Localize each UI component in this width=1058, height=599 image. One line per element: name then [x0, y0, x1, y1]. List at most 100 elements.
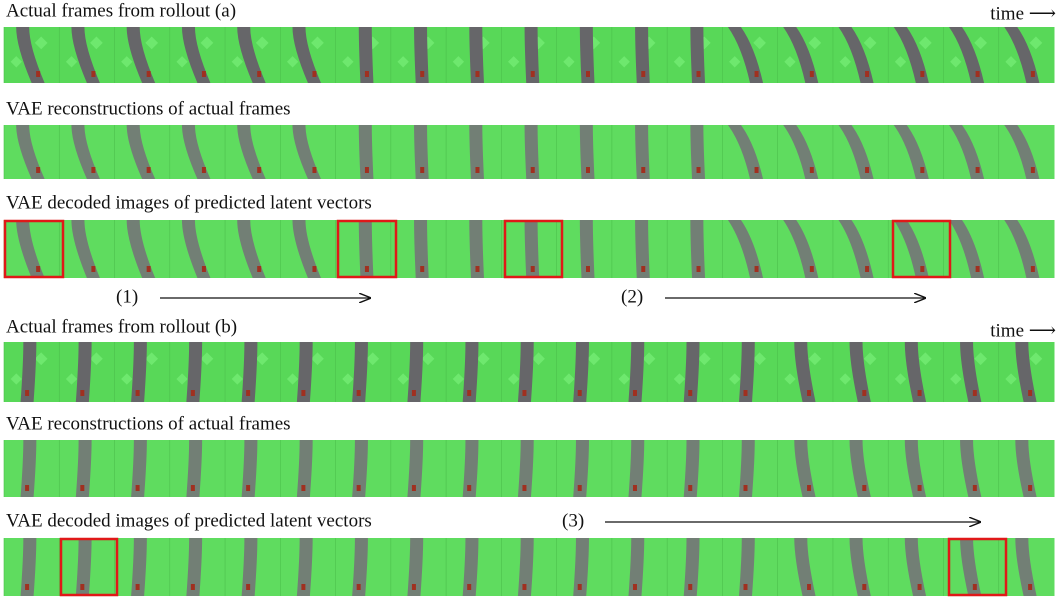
- car: [865, 167, 869, 173]
- car: [807, 485, 811, 491]
- car: [475, 266, 479, 272]
- car: [246, 485, 250, 491]
- car: [1031, 167, 1035, 173]
- car: [312, 71, 316, 77]
- car: [755, 167, 759, 173]
- car: [365, 71, 369, 77]
- car: [91, 167, 95, 173]
- car: [147, 266, 151, 272]
- car: [578, 584, 582, 590]
- car: [807, 584, 811, 590]
- car: [136, 584, 140, 590]
- car: [246, 584, 250, 590]
- section-label: Actual frames from rollout (b): [6, 316, 237, 337]
- car: [357, 485, 361, 491]
- car: [633, 485, 637, 491]
- car: [257, 71, 261, 77]
- car: [586, 167, 590, 173]
- car: [365, 266, 369, 272]
- car: [920, 167, 924, 173]
- car: [467, 485, 471, 491]
- car: [865, 71, 869, 77]
- car: [810, 266, 814, 272]
- car: [865, 266, 869, 272]
- car: [586, 71, 590, 77]
- car: [1028, 584, 1032, 590]
- car: [1028, 485, 1032, 491]
- car: [522, 485, 526, 491]
- car: [578, 390, 582, 396]
- car: [136, 485, 140, 491]
- car: [920, 266, 924, 272]
- car: [202, 167, 206, 173]
- car: [301, 390, 305, 396]
- car: [918, 390, 922, 396]
- car: [973, 390, 977, 396]
- car: [191, 390, 195, 396]
- car: [697, 266, 701, 272]
- annotation: (1): [116, 286, 138, 307]
- car: [365, 167, 369, 173]
- car: [36, 266, 40, 272]
- section-label: VAE decoded images of predicted latent v…: [6, 192, 372, 213]
- car: [522, 390, 526, 396]
- section-label: VAE reconstructions of actual frames: [6, 98, 291, 119]
- car: [755, 266, 759, 272]
- car: [357, 390, 361, 396]
- car: [688, 485, 692, 491]
- car: [641, 266, 645, 272]
- car: [257, 266, 261, 272]
- car: [862, 584, 866, 590]
- car: [412, 485, 416, 491]
- car: [810, 71, 814, 77]
- car: [586, 266, 590, 272]
- car: [136, 390, 140, 396]
- car: [744, 485, 748, 491]
- car: [810, 167, 814, 173]
- car: [475, 167, 479, 173]
- car: [147, 167, 151, 173]
- car: [918, 584, 922, 590]
- figure: Actual frames from rollout (a) time ⟶ VA…: [0, 0, 1058, 599]
- annotation: (2): [621, 286, 643, 307]
- car: [744, 584, 748, 590]
- car: [36, 167, 40, 173]
- car: [25, 584, 29, 590]
- car: [973, 584, 977, 590]
- car: [467, 584, 471, 590]
- car: [412, 390, 416, 396]
- car: [257, 167, 261, 173]
- car: [807, 390, 811, 396]
- annotation: (3): [562, 510, 584, 531]
- car: [633, 584, 637, 590]
- time-label: time ⟶: [990, 3, 1056, 24]
- car: [467, 390, 471, 396]
- car: [301, 485, 305, 491]
- car: [412, 584, 416, 590]
- car: [920, 71, 924, 77]
- car: [531, 167, 535, 173]
- car: [862, 390, 866, 396]
- car: [420, 167, 424, 173]
- car: [420, 266, 424, 272]
- car: [522, 584, 526, 590]
- car: [475, 71, 479, 77]
- car: [202, 71, 206, 77]
- car: [36, 71, 40, 77]
- car: [1028, 390, 1032, 396]
- car: [688, 390, 692, 396]
- car: [91, 71, 95, 77]
- car: [697, 71, 701, 77]
- car: [420, 71, 424, 77]
- car: [80, 485, 84, 491]
- car: [531, 71, 535, 77]
- car: [147, 71, 151, 77]
- section-label: VAE reconstructions of actual frames: [6, 413, 291, 434]
- car: [312, 167, 316, 173]
- section-label: Actual frames from rollout (a): [6, 0, 236, 21]
- car: [1031, 71, 1035, 77]
- car: [25, 485, 29, 491]
- car: [755, 71, 759, 77]
- car: [976, 71, 980, 77]
- car: [191, 584, 195, 590]
